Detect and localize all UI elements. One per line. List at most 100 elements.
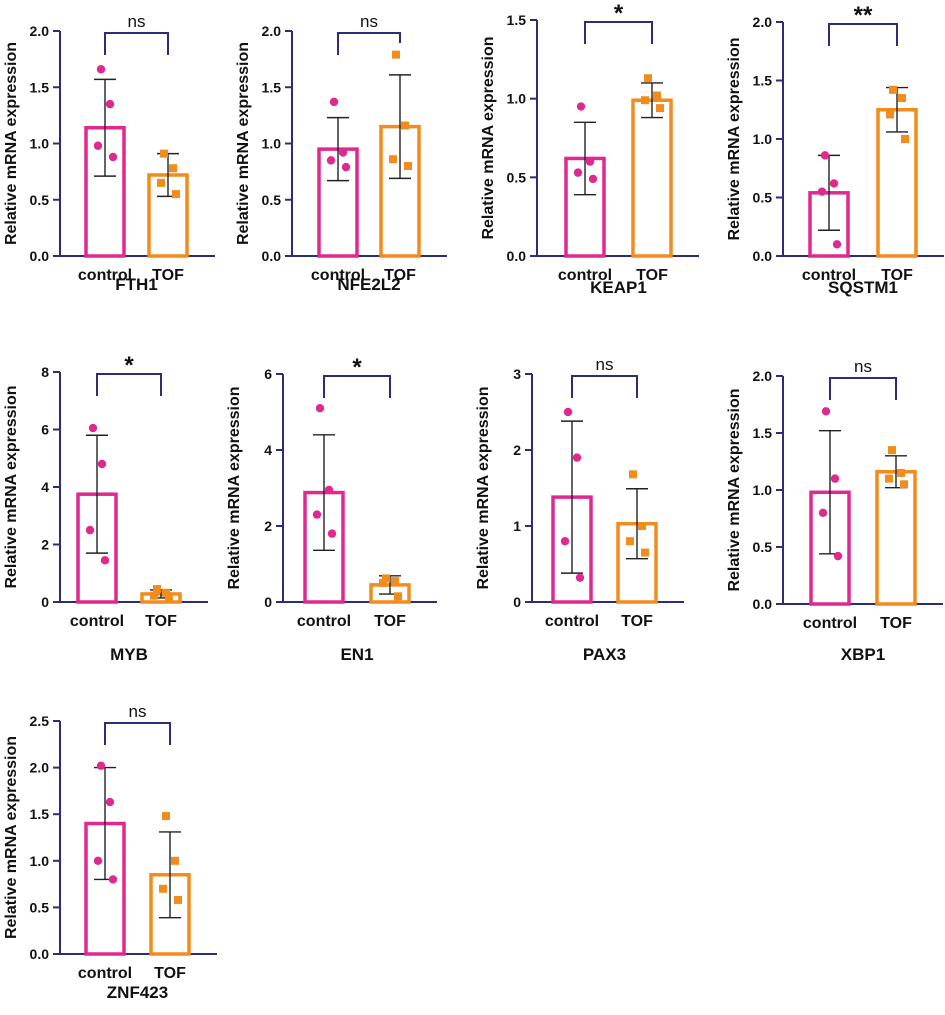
panel-znf423: 0.0 0.5 1.0 1.5 2.0 2.5 Relative mRNA expressi… <box>3 702 217 1002</box>
data-point-control <box>324 485 334 495</box>
x-tick-label: TOF <box>881 267 913 284</box>
data-point-control <box>327 529 337 538</box>
x-tick-label: control <box>802 267 856 284</box>
y-tick-label: 2.5 <box>30 713 50 729</box>
data-point-tof <box>888 446 896 455</box>
data-point-tof <box>169 164 177 173</box>
significance-bracket <box>571 375 638 398</box>
y-tick-label: 1.0 <box>30 853 50 869</box>
data-point-tof <box>389 155 397 164</box>
significance-bracket <box>828 23 898 46</box>
data-point-control <box>830 474 840 483</box>
data-point-control <box>93 856 103 865</box>
data-point-control <box>588 174 598 184</box>
significance-label: * <box>614 0 624 27</box>
x-tick-label: control <box>78 267 132 284</box>
data-point-control <box>97 459 107 469</box>
data-point-tof <box>379 579 387 587</box>
data-point-control <box>315 404 325 413</box>
significance-label: ns <box>360 12 378 31</box>
y-tick-label: 2 <box>513 442 521 458</box>
y-axis-label: Relative mRNA expression <box>3 736 20 939</box>
data-point-tof <box>162 588 170 597</box>
significance-bracket <box>584 21 653 44</box>
data-point-tof <box>382 574 390 583</box>
y-tick-label: 0.0 <box>507 248 527 264</box>
y-tick-label: 4 <box>264 442 272 458</box>
data-point-tof <box>626 537 634 546</box>
data-point-tof <box>897 468 905 477</box>
y-tick-label: 1.0 <box>507 91 527 107</box>
x-tick-label: control <box>558 267 612 284</box>
data-point-control <box>560 537 570 546</box>
data-point-control <box>833 551 843 561</box>
x-tick-label: TOF <box>154 965 186 982</box>
data-point-tof <box>641 96 649 105</box>
data-point-control <box>100 556 110 565</box>
y-axis-label: Relative mRNA expression <box>226 386 243 589</box>
y-tick-label: 0.0 <box>30 946 50 962</box>
significance-label: ns <box>596 355 614 374</box>
data-point-tof <box>153 585 161 594</box>
data-point-tof <box>160 149 168 158</box>
data-point-tof <box>889 85 897 94</box>
data-point-tof <box>165 593 173 602</box>
y-axis-label: Relative mRNA expression <box>3 385 20 588</box>
gene-label: EN1 <box>340 645 373 664</box>
data-point-control <box>563 407 573 417</box>
gene-label: KEAP1 <box>590 278 647 297</box>
y-tick-label: 1.5 <box>30 79 50 95</box>
data-point-control <box>572 453 582 462</box>
data-point-tof <box>638 522 646 530</box>
data-point-tof <box>901 135 909 143</box>
panel-en1: 0 2 4 6 Relative mRNA expression control TOF * E… <box>226 354 437 664</box>
y-tick-label: 1.0 <box>753 131 773 147</box>
x-tick-label: TOF <box>880 615 912 632</box>
significance-label: ns <box>129 702 147 721</box>
data-point-control <box>576 102 586 111</box>
bar-tof <box>631 98 673 258</box>
significance-bracket <box>96 373 162 396</box>
y-tick-label: 2.0 <box>753 14 773 30</box>
y-tick-label: 0.5 <box>507 169 527 185</box>
y-tick-label: 0.5 <box>30 192 50 208</box>
data-point-control <box>312 510 322 519</box>
panel-sqstm1: 0.0 0.5 1.0 1.5 2.0 Relative mRNA expression c… <box>726 2 944 297</box>
gene-label: FTH1 <box>115 275 158 294</box>
data-point-tof <box>401 121 409 130</box>
gene-label: SQSTM1 <box>828 278 898 297</box>
y-tick-label: 3 <box>513 366 521 382</box>
y-tick-label: 1.5 <box>507 12 527 28</box>
y-tick-label: 1.0 <box>30 136 50 152</box>
y-tick-label: 0.5 <box>753 190 773 206</box>
significance-label: * <box>352 354 362 381</box>
data-point-tof <box>886 110 894 119</box>
y-tick-label: 0 <box>264 594 272 610</box>
data-point-control <box>108 152 118 162</box>
y-tick-label: 0.5 <box>262 192 282 208</box>
x-tick-label: TOF <box>621 613 653 630</box>
data-point-tof <box>162 812 170 821</box>
data-point-tof <box>629 470 637 479</box>
data-point-tof <box>392 50 400 59</box>
data-point-control <box>832 240 842 249</box>
data-point-control <box>821 407 831 416</box>
x-tick-label: control <box>78 965 132 982</box>
significance-label: ns <box>128 12 146 31</box>
data-point-control <box>573 168 583 177</box>
y-axis-label: Relative mRNA expression <box>475 386 492 589</box>
data-point-control <box>817 187 827 196</box>
significance-label: * <box>124 352 134 379</box>
significance-bracket <box>104 722 171 745</box>
y-tick-label: 0.0 <box>30 248 50 264</box>
data-point-tof <box>404 162 412 170</box>
y-axis-label: Relative mRNA expression <box>3 42 20 245</box>
gene-label: XBP1 <box>841 645 885 664</box>
y-tick-label: 8 <box>41 364 49 380</box>
y-tick-label: 1.5 <box>262 79 282 95</box>
gene-label: ZNF423 <box>107 983 168 1002</box>
y-tick-label: 2 <box>41 537 49 553</box>
data-point-tof <box>174 895 182 904</box>
